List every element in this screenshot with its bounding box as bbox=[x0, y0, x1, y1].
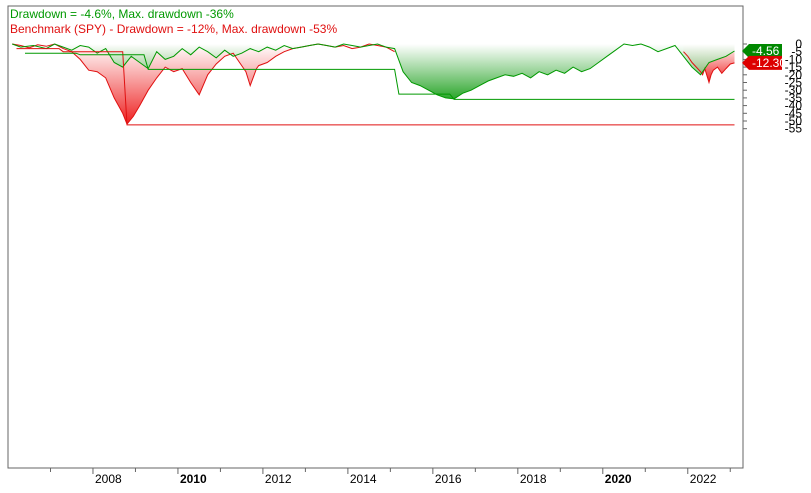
benchmark-recent-drawdown-line bbox=[683, 51, 735, 85]
y-tick-label: -50 bbox=[785, 114, 803, 128]
y-tick-label: -10 bbox=[785, 52, 803, 66]
x-tick-label: 2014 bbox=[350, 472, 377, 486]
y-tick-label: -25 bbox=[785, 76, 803, 90]
strategy-max-drawdown-line bbox=[25, 52, 735, 100]
strategy-value-badge bbox=[742, 44, 782, 58]
x-tick-label: 2022 bbox=[690, 472, 717, 486]
y-tick-label: -5 bbox=[791, 45, 802, 59]
legend: Drawdown = -4.6%, Max. drawdown -36% Ben… bbox=[10, 7, 337, 36]
strategy-drawdown-area bbox=[12, 44, 735, 99]
value-badges: -4.56 -12.30 bbox=[742, 44, 786, 70]
y-tick-label: -35 bbox=[785, 91, 803, 105]
benchmark-value-badge bbox=[742, 55, 782, 70]
y-tick-label: -30 bbox=[785, 83, 803, 97]
x-tick-label: 2008 bbox=[95, 472, 122, 486]
x-tick-label: 2016 bbox=[435, 472, 462, 486]
y-tick-label: 0 bbox=[795, 37, 802, 51]
benchmark-value-label: -12.30 bbox=[752, 56, 786, 70]
x-tick-label: 2010 bbox=[180, 472, 207, 486]
y-tick-label: -55 bbox=[785, 122, 803, 136]
y-tick-label: -45 bbox=[785, 106, 803, 120]
y-tick-label: -15 bbox=[785, 60, 803, 74]
benchmark-max-drawdown-line bbox=[16, 48, 735, 126]
legend-benchmark: Benchmark (SPY) - Drawdown = -12%, Max. … bbox=[10, 22, 337, 36]
x-axis: 2008 2010 2012 2014 2016 2018 2020 2022 bbox=[49, 468, 731, 486]
x-tick-label: 2020 bbox=[605, 472, 632, 486]
y-tick-label: -40 bbox=[785, 99, 803, 113]
strategy-drawdown-line bbox=[12, 43, 735, 100]
legend-strategy: Drawdown = -4.6%, Max. drawdown -36% bbox=[10, 7, 234, 21]
x-tick-label: 2018 bbox=[520, 472, 547, 486]
line-layer bbox=[12, 43, 735, 126]
strategy-value-label: -4.56 bbox=[752, 44, 780, 58]
y-tick-label: -20 bbox=[785, 68, 803, 82]
x-tick-label: 2012 bbox=[265, 472, 292, 486]
y-axis: 0-5-10-15-20-25-30-35-40-45-50-55 bbox=[743, 37, 802, 136]
